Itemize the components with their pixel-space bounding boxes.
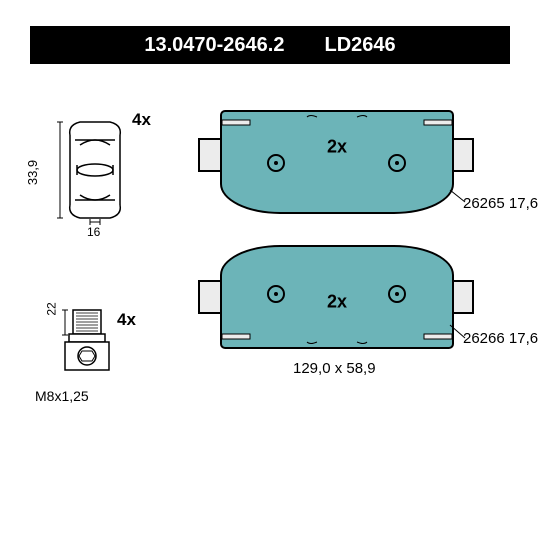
pad2-tab-left (198, 280, 222, 314)
clip-height: 33,9 (25, 160, 40, 185)
brake-pad-bottom: 2x (220, 245, 454, 349)
clip-thickness: 16 (87, 225, 100, 239)
pad-dimensions: 129,0 x 58,9 (293, 360, 376, 377)
pad1-detail (222, 112, 452, 212)
brake-pad-top: 2x (220, 110, 454, 214)
part-number: 13.0470-2646.2 (144, 34, 284, 57)
pad1-tab-left (198, 138, 222, 172)
pad2-ref: 26266 17,6 (463, 330, 538, 347)
bolt-quantity: 4x (117, 310, 136, 330)
pad2-detail (222, 247, 452, 347)
pad1-ref: 26265 17,6 (463, 195, 538, 212)
header-bar: 13.0470-2646.2 LD2646 (30, 26, 510, 64)
bolt-drawing (55, 305, 115, 385)
bolt-length: 22 (45, 302, 59, 315)
short-code: LD2646 (324, 34, 395, 57)
diagram-area: 4x 33,9 16 22 4x M8x1,25 2x (25, 80, 515, 515)
bolt-thread: M8x1,25 (35, 388, 89, 404)
clip-drawing (40, 110, 140, 240)
clip-quantity: 4x (132, 110, 151, 130)
